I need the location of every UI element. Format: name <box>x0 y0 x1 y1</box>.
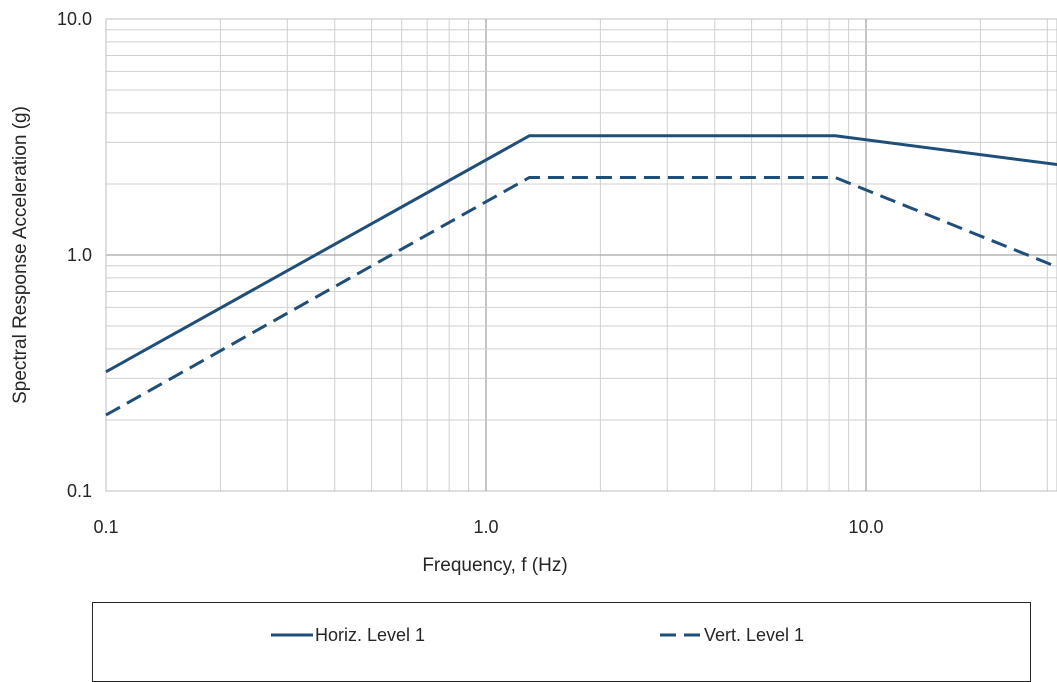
series-lines <box>105 134 1057 417</box>
legend-swatch-dashed <box>660 633 702 637</box>
x-tick-label: 1.0 <box>473 517 498 537</box>
y-tick-label: 1.0 <box>67 245 92 265</box>
series-line-vert-level-1 <box>105 176 1057 417</box>
legend-item-horiz: Horiz. Level 1 <box>271 624 425 646</box>
legend-label-horiz: Horiz. Level 1 <box>315 624 426 645</box>
y-axis-title: Spectral Response Acceleration (g) <box>10 106 31 404</box>
grid-lines <box>106 19 1057 491</box>
series-line-horiz-level-1 <box>105 134 1057 374</box>
legend-label-vert: Vert. Level 1 <box>704 624 805 645</box>
legend: Horiz. Level 1 Vert. Level 1 <box>92 602 1031 682</box>
x-tick-label: 10.0 <box>848 517 883 537</box>
tick-labels: 0.1 1.0 10.0 0.1 1.0 10.0 <box>57 9 884 537</box>
x-axis-title: Frequency, f (Hz) <box>422 555 567 576</box>
chart-svg: 0.1 1.0 10.0 0.1 1.0 10.0 Frequency, f (Hz) S… <box>10 9 1057 576</box>
x-tick-label: 0.1 <box>93 517 118 537</box>
legend-swatch-solid <box>271 633 313 637</box>
plot-area-border <box>105 18 1057 492</box>
y-tick-label: 10.0 <box>57 9 92 29</box>
legend-item-vert: Vert. Level 1 <box>660 624 804 646</box>
y-tick-label: 0.1 <box>67 481 92 501</box>
